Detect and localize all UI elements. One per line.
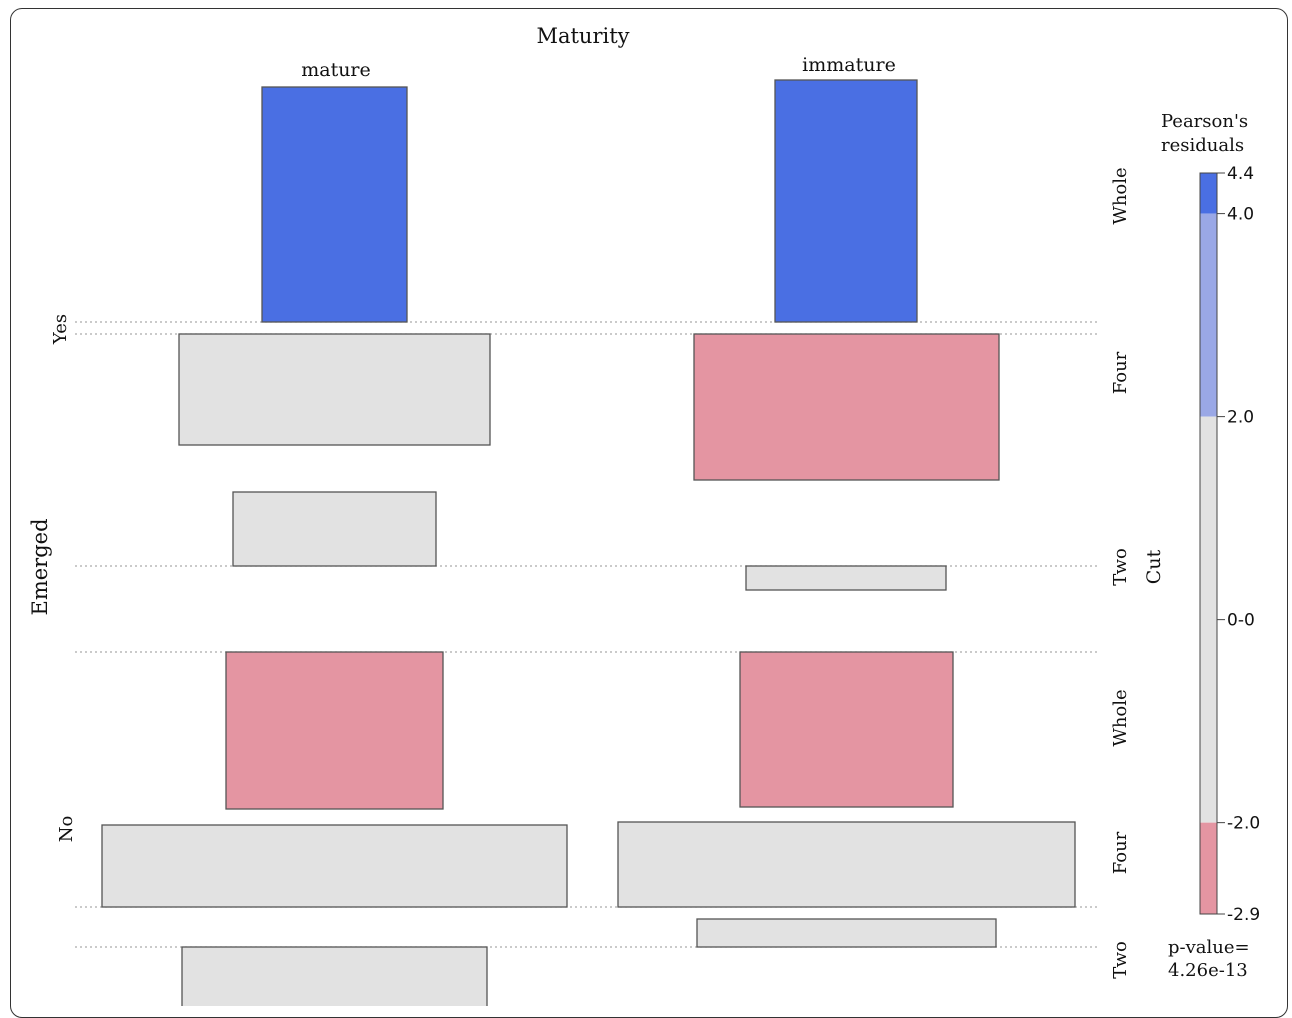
tile-yes-two-immature [745, 565, 947, 591]
legend-band-0 [1200, 173, 1217, 214]
legend-band-3 [1200, 822, 1217, 914]
legend-tick-label-5: -2.9 [1227, 905, 1260, 925]
legend-bar-border [1199, 172, 1218, 915]
tile-yes-whole-mature [261, 86, 408, 323]
chart-title: Maturity [536, 24, 629, 48]
tile-no-four-immature [617, 821, 1076, 908]
legend-title-line2: residuals [1161, 135, 1244, 156]
legend-tick-label-0: 4.4 [1227, 164, 1254, 184]
legend-tick-label-3: 0-0 [1227, 611, 1255, 631]
column-label-immature: immature [802, 54, 896, 76]
tile-no-whole-mature [225, 651, 444, 810]
inner-row-label-four-no: Four [1110, 831, 1131, 874]
inner-row-label-four-yes: Four [1110, 351, 1131, 394]
tile-no-two-mature [181, 946, 488, 1006]
p-value-label: p-value= [1168, 937, 1250, 958]
p-value: 4.26e-13 [1168, 960, 1248, 981]
tile-yes-two-mature [232, 491, 437, 567]
tile-yes-four-immature [693, 333, 1000, 481]
outer-row-label-yes: Yes [50, 314, 71, 345]
legend-color-bar: 4.4 4.0 2.0 0-0 -2.0 -2.9 [1199, 164, 1260, 925]
column-label-mature: mature [301, 59, 371, 81]
legend-tick-label-4: -2.0 [1227, 814, 1260, 834]
legend-band-2 [1200, 416, 1217, 823]
tile-yes-whole-immature [774, 79, 918, 323]
legend-band-1 [1200, 213, 1217, 417]
inner-row-variable-label: Cut [1143, 549, 1165, 584]
inner-row-label-two-yes: Two [1110, 548, 1131, 586]
tile-yes-four-mature [178, 333, 491, 446]
outer-row-label-no: No [56, 816, 77, 843]
legend-tick-label-2: 2.0 [1227, 408, 1254, 428]
tile-no-four-mature [101, 824, 568, 908]
legend-tick-label-1: 4.0 [1227, 205, 1254, 225]
mosaic-tiles [101, 79, 1076, 1006]
inner-row-label-two-no: Two [1110, 941, 1131, 979]
outer-row-variable-label: Emerged [28, 518, 52, 615]
inner-row-label-whole-yes: Whole [1110, 167, 1131, 224]
inner-row-label-whole-no: Whole [1110, 689, 1131, 746]
tile-no-whole-immature [739, 651, 954, 808]
legend-title-line1: Pearson's [1161, 111, 1248, 132]
tile-no-two-immature [696, 918, 997, 948]
